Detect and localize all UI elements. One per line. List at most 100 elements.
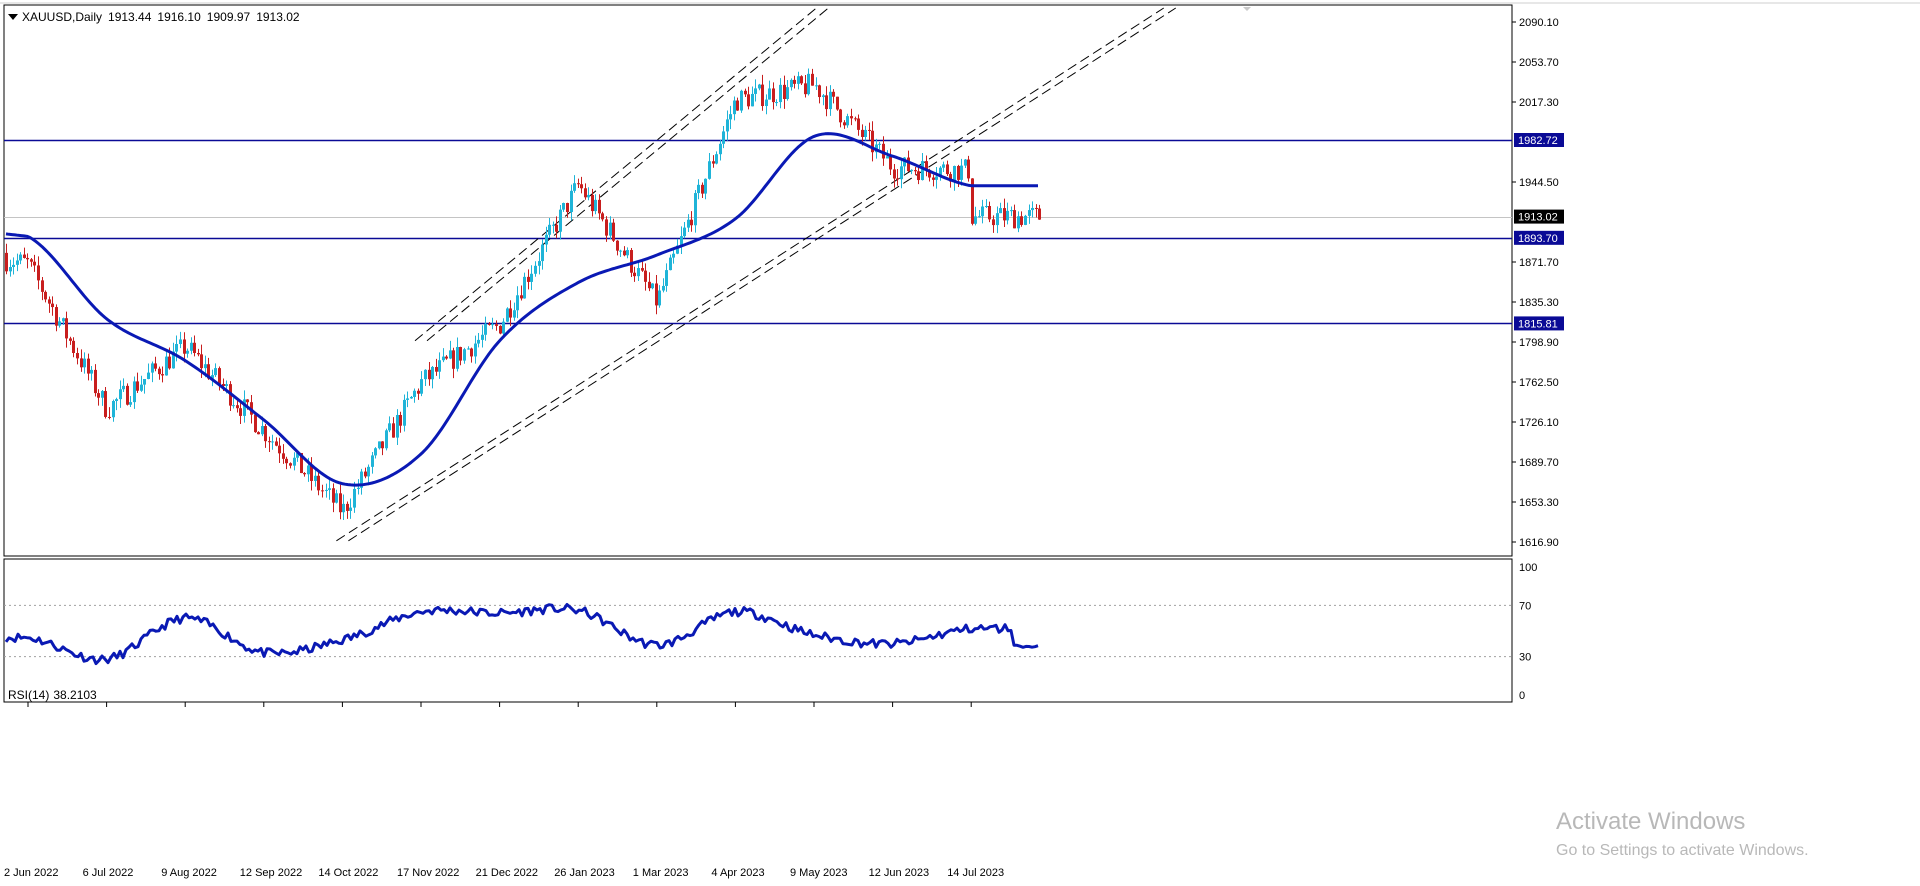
candle-body <box>786 87 789 100</box>
candle-body <box>218 368 221 384</box>
candle-body <box>836 96 839 110</box>
candle-body <box>186 350 189 354</box>
candle-body <box>719 143 722 155</box>
candle-body <box>1020 216 1023 225</box>
candle-body <box>793 79 796 84</box>
candle-body <box>474 343 477 357</box>
candle-body <box>491 324 494 326</box>
candle-body <box>5 252 8 272</box>
candle-body <box>832 91 835 97</box>
candle-body <box>449 350 452 359</box>
price-tick-label: 2053.70 <box>1519 57 1559 69</box>
candle-body <box>651 283 654 289</box>
candle-body <box>211 375 214 379</box>
candle-body <box>261 426 264 435</box>
candle-body <box>264 426 267 442</box>
current-price-tag <box>1514 209 1564 224</box>
time-tick-label: 6 Jul 2022 <box>83 867 134 879</box>
candle-body <box>985 205 988 207</box>
candle-body <box>694 193 697 226</box>
candle-body <box>1038 208 1041 220</box>
candle-body <box>971 178 974 224</box>
candle-body <box>314 475 317 481</box>
moving-average-line <box>5 132 1038 487</box>
candle-body <box>829 91 832 110</box>
activation-watermark: Activate Windows Go to Settings to activ… <box>1556 808 1809 860</box>
price-tick-label: 1798.90 <box>1519 337 1559 349</box>
candle-body <box>388 423 391 431</box>
candle-body <box>357 487 360 489</box>
rsi-pane-frame <box>3 558 1513 703</box>
candle-body <box>467 348 470 350</box>
candle-body <box>641 268 644 271</box>
candle-body <box>321 490 324 492</box>
candle-body <box>83 358 86 368</box>
candle-body <box>9 266 12 272</box>
candle-body <box>51 303 54 308</box>
candle-body <box>825 95 828 110</box>
candle-body <box>300 452 303 474</box>
candle-body <box>58 321 61 326</box>
candle-body <box>896 178 899 180</box>
candle-body <box>584 188 587 198</box>
level-tag-1 <box>1514 230 1564 245</box>
candle-body <box>598 199 601 214</box>
candle-body <box>580 184 583 189</box>
candle-body <box>140 384 143 391</box>
candle-body <box>459 346 462 361</box>
candle-body <box>484 323 487 335</box>
candle-body <box>420 379 423 394</box>
rsi-line <box>4 603 1039 666</box>
candle-body <box>807 73 810 95</box>
candle-body <box>644 270 647 282</box>
candle-body <box>204 364 207 369</box>
time-tick-label: 9 May 2023 <box>790 867 847 879</box>
candle-body <box>136 381 139 391</box>
candle-body <box>183 339 186 354</box>
candle-body <box>538 261 541 266</box>
candle-body <box>399 414 402 426</box>
rsi-tick-label: 0 <box>1519 690 1525 702</box>
candle-body <box>964 159 967 166</box>
candle-body <box>44 291 47 300</box>
candle-body <box>452 350 455 369</box>
candle-body <box>811 73 814 86</box>
candle-body <box>97 393 100 398</box>
candle-body <box>325 489 328 491</box>
collapse-triangle-icon[interactable] <box>8 14 18 20</box>
price-tick-label: 1653.30 <box>1519 497 1559 509</box>
candle-body <box>949 174 952 182</box>
candle-body <box>988 205 991 220</box>
candle-body <box>999 208 1002 214</box>
candle-body <box>594 199 597 212</box>
candle-body <box>953 165 956 182</box>
candle-body <box>72 340 75 353</box>
candle-body <box>960 165 963 180</box>
candle-body <box>790 79 793 88</box>
candle-body <box>669 257 672 271</box>
candle-body <box>193 342 196 354</box>
candle-body <box>339 493 342 513</box>
candle-body <box>886 156 889 159</box>
candle-body <box>431 366 434 380</box>
rsi-value: 38.2103 <box>53 688 97 702</box>
candle-body <box>516 295 519 311</box>
candle-body <box>736 100 739 111</box>
rsi-header: RSI(14) 38.2103 <box>8 688 101 702</box>
candle-body <box>207 364 210 379</box>
candle-body <box>463 349 466 361</box>
candle-body <box>704 178 707 194</box>
candle-body <box>502 321 505 334</box>
candle-body <box>367 466 370 477</box>
candle-body <box>406 398 409 400</box>
time-tick-label: 1 Mar 2023 <box>633 867 689 879</box>
price-tick-label: 1762.50 <box>1519 377 1559 389</box>
candle-body <box>601 213 604 220</box>
candle-body <box>758 84 761 89</box>
candle-body <box>428 369 431 380</box>
candle-body <box>754 88 757 94</box>
candle-body <box>815 85 818 87</box>
level-tag-2 <box>1514 316 1564 331</box>
candle-body <box>30 259 33 262</box>
